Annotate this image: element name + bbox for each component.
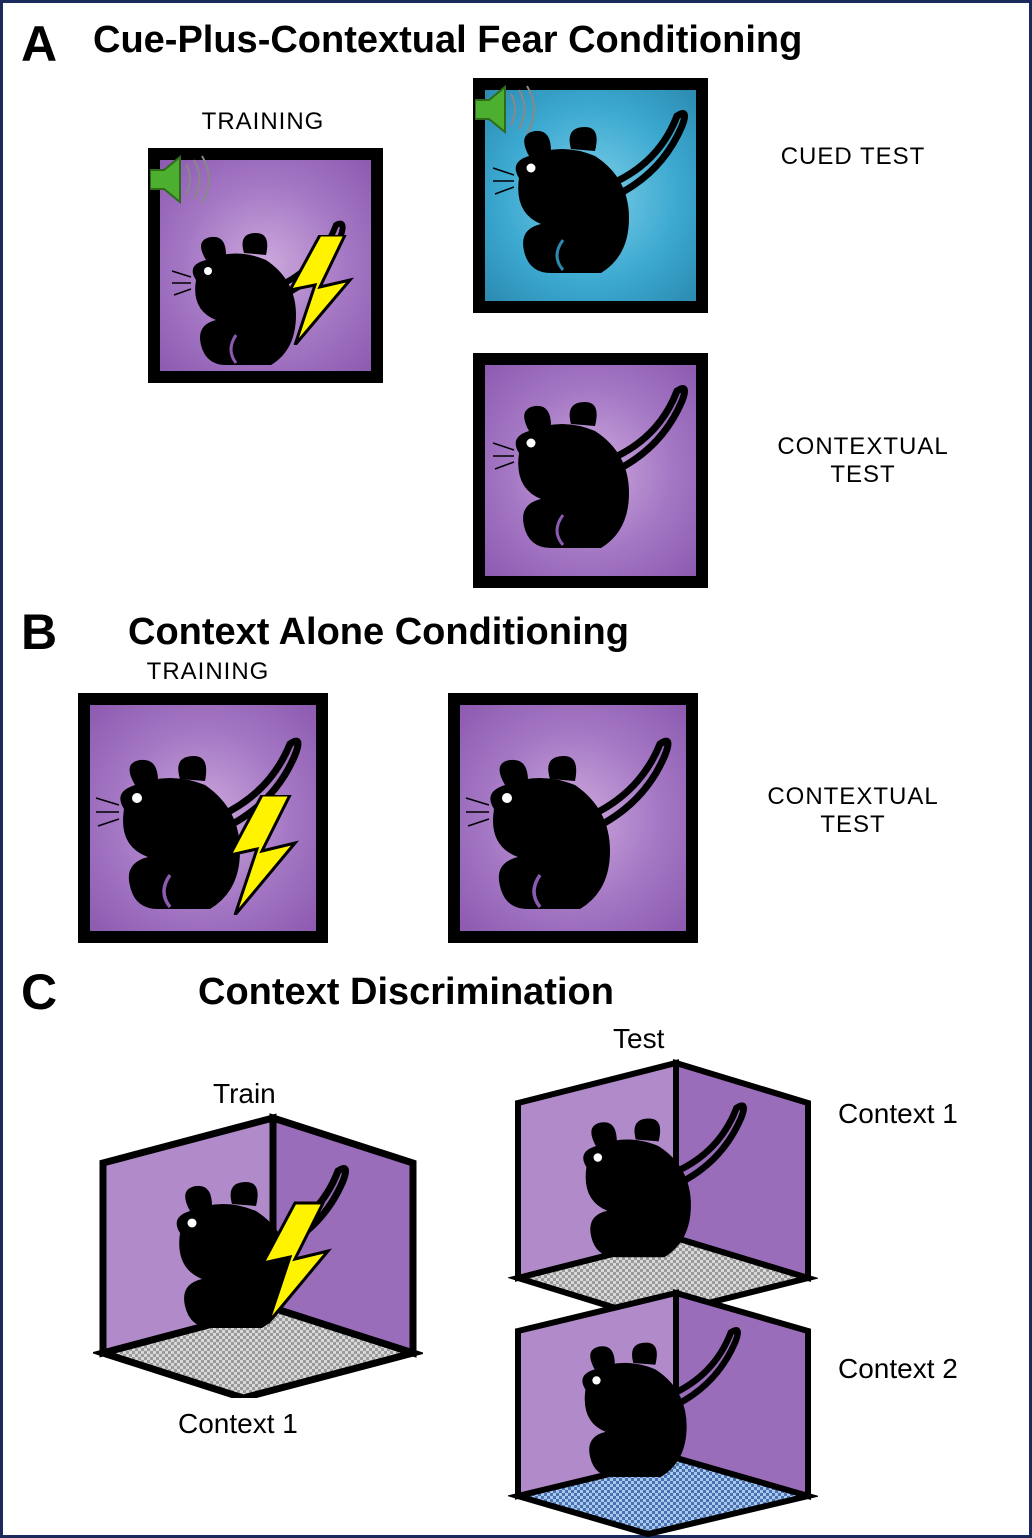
panel-b-letter: B bbox=[21, 603, 57, 661]
panel-a-contextual-label: CONTEXTUAL TEST bbox=[753, 433, 973, 489]
panel-b-training-box bbox=[78, 693, 328, 943]
panel-a-training-label: TRAINING bbox=[163, 108, 363, 136]
panel-c-test-box-2 bbox=[508, 1283, 818, 1538]
panel-a-cued-label: CUED TEST bbox=[753, 143, 953, 171]
panel-a-cued-box bbox=[473, 78, 708, 313]
speaker-icon bbox=[150, 152, 220, 207]
mouse-icon bbox=[460, 725, 690, 935]
panel-c-title: Context Discrimination bbox=[198, 971, 614, 1014]
panel-c-test-label: Test bbox=[613, 1023, 664, 1055]
panel-c-context1-test-label: Context 1 bbox=[838, 1098, 958, 1130]
mouse-icon bbox=[487, 98, 702, 303]
panel-b-training-label: TRAINING bbox=[108, 658, 308, 686]
bolt-icon bbox=[290, 235, 365, 345]
panel-c-context1-train-label: Context 1 bbox=[178, 1408, 298, 1440]
panel-b-title: Context Alone Conditioning bbox=[128, 611, 629, 654]
panel-c-context2-test-label: Context 2 bbox=[838, 1353, 958, 1385]
panel-a-letter: A bbox=[21, 15, 57, 73]
panel-c-letter: C bbox=[21, 963, 57, 1021]
panel-a-title: Cue-Plus-Contextual Fear Conditioning bbox=[93, 19, 802, 62]
panel-c-train-label: Train bbox=[213, 1078, 276, 1110]
panel-c-train-box bbox=[93, 1108, 423, 1398]
panel-b-context-box bbox=[448, 693, 698, 943]
mouse-icon bbox=[487, 373, 702, 578]
panel-b-contextual-label: CONTEXTUAL TEST bbox=[743, 783, 963, 839]
panel-a-context-box bbox=[473, 353, 708, 588]
bolt-icon bbox=[230, 795, 310, 915]
panel-a-training-box bbox=[148, 148, 383, 383]
